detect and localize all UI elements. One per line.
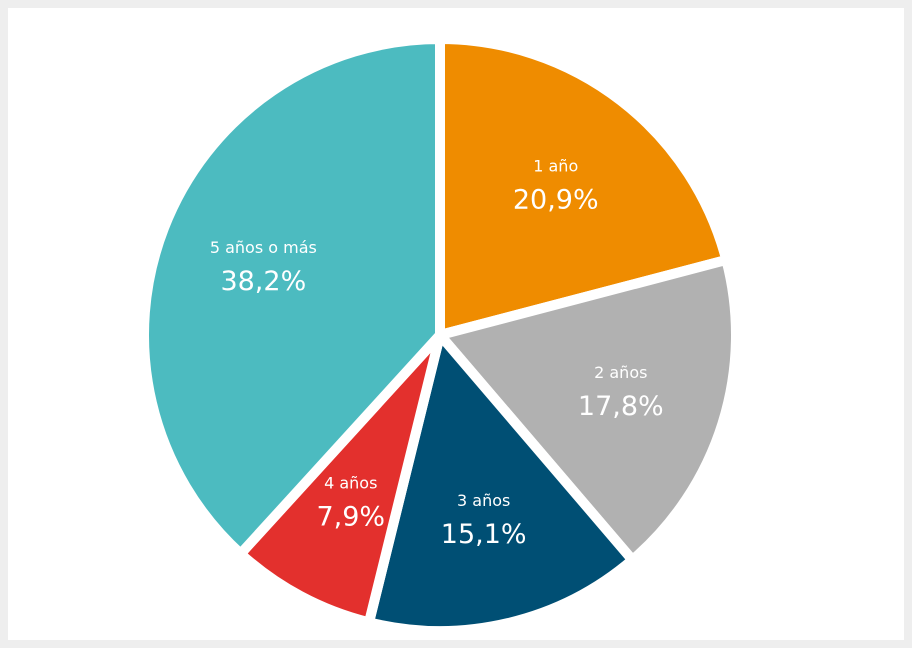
slice-category-label: 2 años (594, 363, 647, 382)
pie-slice (435, 33, 733, 342)
slice-value-label: 17,8% (578, 391, 664, 422)
slice-category-label: 3 años (457, 491, 510, 510)
slice-category-label: 4 años (324, 474, 377, 493)
slice-value-label: 7,9% (316, 502, 385, 533)
pie-slice (431, 253, 741, 567)
pie-slice (139, 33, 445, 561)
slice-value-label: 15,1% (441, 519, 527, 550)
pie-slice (362, 324, 640, 636)
slice-value-label: 38,2% (220, 266, 306, 297)
slice-value-label: 20,9% (513, 185, 599, 216)
slice-category-label: 1 año (533, 157, 578, 176)
slice-category-label: 5 años o más (210, 238, 317, 257)
pie-slice (233, 331, 445, 629)
